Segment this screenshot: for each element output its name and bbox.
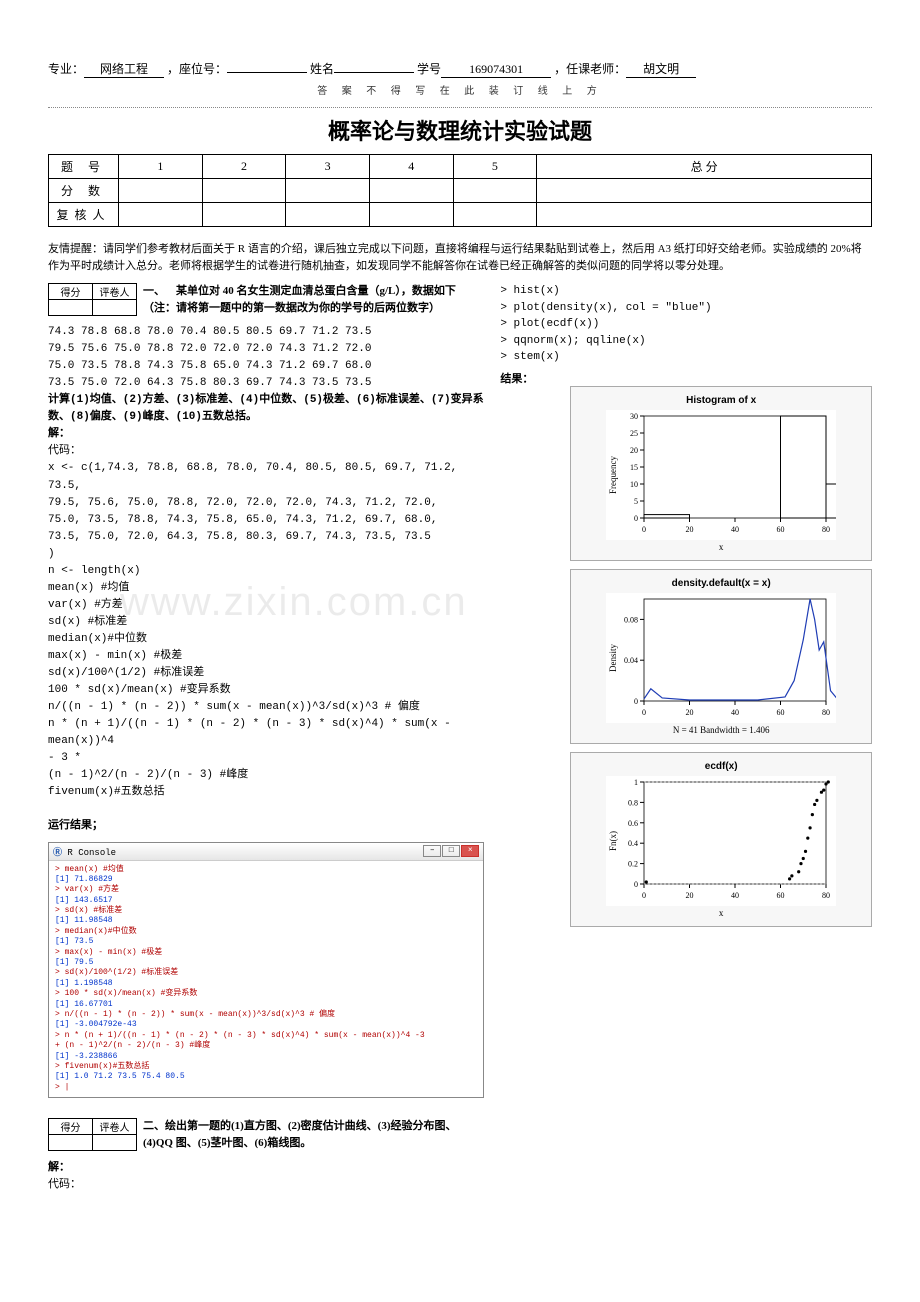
r-icon: Ⓡ — [53, 848, 62, 858]
histogram-chart: Histogram of x 020406080051015202530Freq… — [570, 386, 872, 561]
q1-daima: 代码： — [48, 443, 484, 460]
maximize-button[interactable]: □ — [442, 845, 460, 857]
right-column: > hist(x)> plot(density(x), col = "blue"… — [500, 283, 872, 1193]
svg-text:0.4: 0.4 — [628, 839, 638, 848]
r-console-body: > mean(x) #均值[1] 71.86829> var(x) #方差[1]… — [49, 861, 483, 1098]
svg-text:0: 0 — [634, 697, 638, 706]
svg-text:40: 40 — [731, 891, 739, 900]
r-console-window: Ⓡ R Console –□× > mean(x) #均值[1] 71.8682… — [48, 842, 484, 1099]
svg-text:15: 15 — [630, 463, 638, 472]
question-2-block: 得分评卷人 二、绘出第一题的(1)直方图、(2)密度估计曲线、(3)经验分布图、… — [48, 1118, 484, 1193]
svg-text:60: 60 — [777, 891, 785, 900]
svg-text:0.08: 0.08 — [624, 615, 638, 624]
svg-text:80: 80 — [822, 891, 830, 900]
svg-text:20: 20 — [686, 708, 694, 717]
close-button[interactable]: × — [461, 845, 479, 857]
notice-text: 友情提醒：请同学们参考教材后面关于 R 语言的介绍，课后独立完成以下问题，直接将… — [48, 241, 872, 275]
svg-text:5: 5 — [634, 497, 638, 506]
right-result-label: 结果： — [500, 370, 872, 386]
q2-body: 解： 代码： — [48, 1159, 484, 1193]
svg-text:Density: Density — [608, 643, 618, 671]
svg-text:10: 10 — [630, 480, 638, 489]
dashed-divider — [48, 107, 872, 108]
svg-text:0: 0 — [642, 708, 646, 717]
page-title: 概率论与数理统计实验试题 — [48, 114, 872, 146]
q1-run-label: 运行结果； — [48, 818, 484, 835]
left-column: 得分评卷人 一、 某单位对 40 名女生测定血清总蛋白含量（g/L），数据如下（… — [48, 283, 484, 1193]
window-buttons: –□× — [422, 845, 479, 857]
header-info: 专业：网络工程 ，座位号： 姓名 学号169074301 ，任课老师：胡文明 — [48, 60, 872, 78]
minimize-button[interactable]: – — [423, 845, 441, 857]
value-id: 169074301 — [441, 62, 551, 78]
svg-text:0: 0 — [634, 880, 638, 889]
q1-calc: 计算(1)均值、(2)方差、(3)标准差、(4)中位数、(5)极差、(6)标准误… — [48, 392, 484, 426]
ecdf-chart: ecdf(x) 02040608000.20.40.60.81Fn(x) x — [570, 752, 872, 927]
svg-text:60: 60 — [777, 708, 785, 717]
svg-text:20: 20 — [630, 446, 638, 455]
svg-text:40: 40 — [731, 525, 739, 534]
svg-text:25: 25 — [630, 429, 638, 438]
svg-text:20: 20 — [686, 891, 694, 900]
r-console-title: R Console — [67, 848, 116, 858]
right-code-block: > hist(x)> plot(density(x), col = "blue"… — [500, 283, 872, 366]
svg-text:0.8: 0.8 — [628, 798, 638, 807]
svg-text:Fn(x): Fn(x) — [608, 831, 618, 851]
q1-body: 74.3 78.8 68.8 78.0 70.4 80.5 80.5 69.7 … — [48, 324, 484, 835]
value-name — [334, 72, 414, 73]
svg-text:0.04: 0.04 — [624, 656, 638, 665]
svg-text:80: 80 — [822, 525, 830, 534]
svg-text:80: 80 — [822, 708, 830, 717]
binding-warning: 答 案 不 得 写 在 此 装 订 线 上 方 — [48, 82, 872, 97]
label-major: 专业： — [48, 62, 84, 76]
svg-text:0.6: 0.6 — [628, 818, 638, 827]
svg-text:30: 30 — [630, 412, 638, 421]
svg-text:0: 0 — [642, 525, 646, 534]
q1-jie: 解： — [48, 426, 484, 443]
score-table: 题 号12345总 分 分 数 复核人 — [48, 154, 872, 227]
score-mini-table-2: 得分评卷人 — [48, 1118, 137, 1151]
svg-text:0: 0 — [642, 891, 646, 900]
mini-c2: 评卷人 — [93, 284, 137, 300]
score-mini-table-1: 得分评卷人 — [48, 283, 137, 316]
svg-text:60: 60 — [777, 525, 785, 534]
svg-text:1: 1 — [634, 778, 638, 787]
svg-text:0: 0 — [634, 514, 638, 523]
svg-text:0.2: 0.2 — [628, 859, 638, 868]
r-console-titlebar: Ⓡ R Console –□× — [49, 843, 483, 861]
value-major: 网络工程 — [84, 60, 164, 78]
value-seat — [227, 72, 307, 73]
svg-text:40: 40 — [731, 708, 739, 717]
label-teacher: ，任课老师： — [554, 62, 626, 76]
svg-text:20: 20 — [686, 525, 694, 534]
mini-c1: 得分 — [49, 284, 93, 300]
label-name: 姓名 — [310, 62, 334, 76]
density-chart: density.default(x = x) 02040608000.040.0… — [570, 569, 872, 744]
value-teacher: 胡文明 — [626, 60, 696, 78]
svg-text:Frequency: Frequency — [608, 455, 618, 493]
label-seat: ，座位号： — [167, 62, 227, 76]
label-id: 学号 — [417, 62, 441, 76]
